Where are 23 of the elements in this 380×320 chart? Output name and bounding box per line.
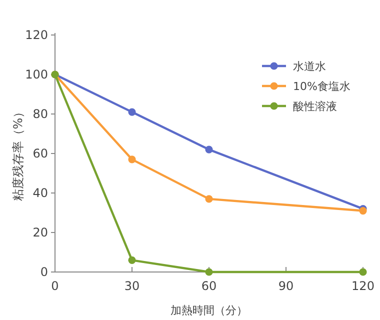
x-tick-label: 120 <box>352 279 374 293</box>
y-tick-label: 20 <box>32 226 48 240</box>
x-tick-label: 90 <box>278 279 294 293</box>
legend-label: 水道水 <box>293 60 326 73</box>
point <box>205 195 213 203</box>
legend-label: 酸性溶液 <box>293 100 337 113</box>
x-tick-label: 30 <box>124 279 140 293</box>
y-tick-label: 60 <box>32 146 48 160</box>
x-tick-label: 60 <box>201 279 217 293</box>
x-axis-title: 加熱時間（分） <box>170 304 248 317</box>
x-tick-label: 0 <box>51 279 59 293</box>
y-tick-label: 40 <box>32 186 48 200</box>
point <box>205 146 213 154</box>
legend-label: 10%食塩水 <box>293 80 350 93</box>
y-tick-label: 0 <box>40 265 48 279</box>
y-tick-label: 120 <box>25 28 48 42</box>
point <box>128 108 136 116</box>
point <box>128 156 136 164</box>
y-axis-title: 粘度残存率（%） <box>11 106 25 202</box>
point <box>205 268 213 276</box>
y-tick-label: 100 <box>25 68 48 82</box>
y-tick-label: 80 <box>32 107 48 121</box>
point <box>128 256 136 264</box>
